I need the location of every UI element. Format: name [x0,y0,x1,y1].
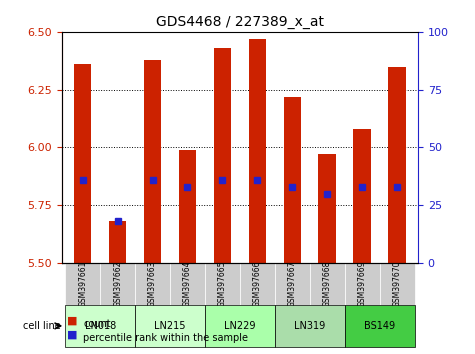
Text: GSM397666: GSM397666 [253,261,262,307]
Text: LN319: LN319 [294,321,325,331]
Text: GSM397667: GSM397667 [288,261,297,307]
Text: count: count [83,319,111,329]
FancyBboxPatch shape [345,263,380,305]
FancyBboxPatch shape [310,263,345,305]
Text: GSM397664: GSM397664 [183,261,192,307]
Text: GSM397665: GSM397665 [218,261,227,307]
Text: GSM397668: GSM397668 [323,261,332,307]
FancyBboxPatch shape [170,263,205,305]
Bar [353,129,371,263]
Text: BS149: BS149 [364,321,395,331]
FancyBboxPatch shape [380,263,415,305]
Bar [389,67,406,263]
FancyBboxPatch shape [205,263,240,305]
Bar [109,221,126,263]
Bar [284,97,301,263]
Bar [214,48,231,263]
Bar [179,150,196,263]
FancyBboxPatch shape [275,305,345,347]
Bar [318,154,336,263]
Bar [248,39,266,263]
FancyBboxPatch shape [65,263,100,305]
FancyBboxPatch shape [65,305,135,347]
FancyBboxPatch shape [135,305,205,347]
Bar [74,64,91,263]
Text: cell line: cell line [23,321,61,331]
FancyBboxPatch shape [345,305,415,347]
Text: LN215: LN215 [154,321,186,331]
Text: LN018: LN018 [85,321,116,331]
FancyBboxPatch shape [205,305,275,347]
Text: ■: ■ [66,330,77,340]
Text: LN229: LN229 [224,321,256,331]
Text: GSM397669: GSM397669 [358,261,367,307]
FancyBboxPatch shape [135,263,170,305]
FancyBboxPatch shape [240,263,275,305]
Text: GSM397670: GSM397670 [392,261,401,307]
FancyBboxPatch shape [275,263,310,305]
Text: percentile rank within the sample: percentile rank within the sample [83,333,248,343]
Text: GSM397662: GSM397662 [113,261,122,307]
Text: ■: ■ [66,316,77,326]
FancyBboxPatch shape [100,263,135,305]
Text: GSM397661: GSM397661 [78,261,87,307]
Title: GDS4468 / 227389_x_at: GDS4468 / 227389_x_at [156,16,324,29]
Text: GSM397663: GSM397663 [148,261,157,307]
Bar [144,59,162,263]
